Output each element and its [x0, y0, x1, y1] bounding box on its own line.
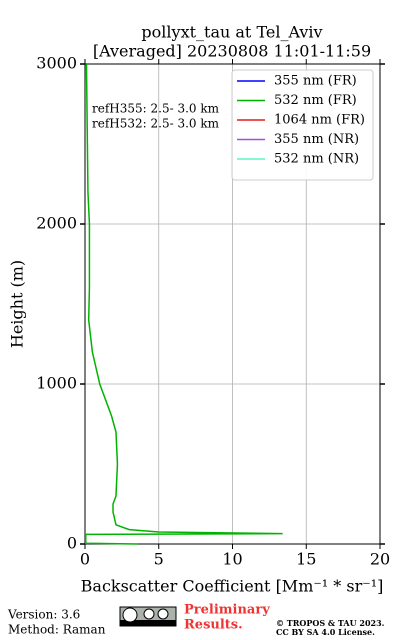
- x-axis-label: Backscatter Coefficient [Mm⁻¹ * sr⁻¹]: [81, 577, 384, 596]
- chart-title: pollyxt_tau at Tel_Aviv: [141, 23, 322, 42]
- preliminary: Results.: [184, 618, 243, 633]
- legend-label: 355 nm (FR): [274, 74, 357, 89]
- copyright: © TROPOS & TAU 2023.: [276, 618, 385, 628]
- y-axis-label: Height (m): [8, 260, 27, 348]
- y-tick-label: 3000: [36, 54, 77, 73]
- y-tick-label: 1000: [36, 374, 77, 393]
- legend-box: [231, 69, 374, 181]
- legend-label: 532 nm (NR): [274, 152, 359, 167]
- legend-label: 532 nm (FR): [274, 93, 357, 108]
- x-tick-label: 20: [370, 550, 390, 569]
- cc-logo: [119, 606, 177, 627]
- legend-label: 355 nm (NR): [274, 132, 359, 147]
- x-tick-label: 0: [80, 550, 90, 569]
- profile-line: [84, 63, 283, 545]
- x-tick-label: 15: [296, 550, 316, 569]
- preliminary: Preliminary: [184, 603, 270, 618]
- copyright: CC BY SA 4.0 License.: [276, 627, 375, 637]
- method: Method: Raman: [8, 623, 106, 637]
- y-tick-label: 0: [67, 534, 77, 553]
- y-tick-label: 2000: [36, 214, 77, 233]
- chart-subtitle: [Averaged] 20230808 11:01-11:59: [93, 42, 371, 61]
- plot-frame: [84, 63, 381, 545]
- x-tick-label: 10: [222, 550, 242, 569]
- x-tick-label: 5: [154, 550, 164, 569]
- annotation: refH355: 2.5- 3.0 km: [92, 102, 220, 116]
- version: Version: 3.6: [7, 608, 80, 622]
- annotation: refH532: 2.5- 3.0 km: [92, 117, 220, 131]
- legend-label: 1064 nm (FR): [274, 113, 365, 128]
